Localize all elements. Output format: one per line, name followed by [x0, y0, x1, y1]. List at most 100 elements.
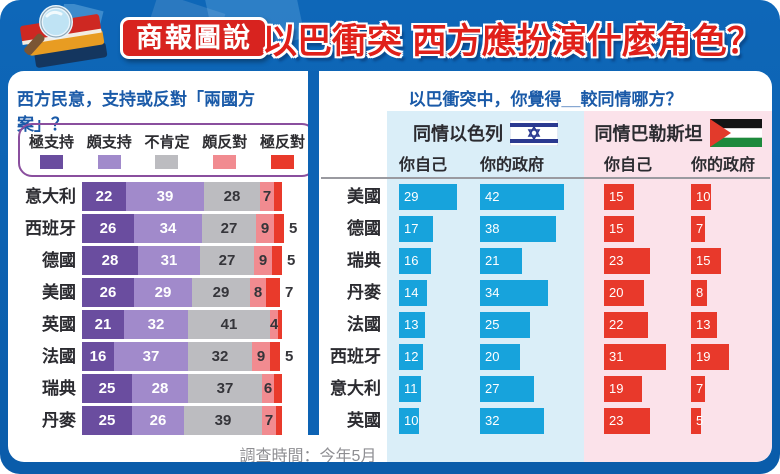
- palestine-govt-bar: 19: [691, 344, 729, 370]
- bar-segment: 16: [82, 342, 114, 371]
- legend-item: 頗支持: [87, 131, 132, 169]
- israel-govt-bar: 32: [480, 408, 544, 434]
- header: 商報圖說 以巴衝突 西方應扮演什麼角色？: [0, 0, 780, 72]
- bar-segment: 31: [138, 246, 200, 275]
- palestine-govt-bar: 7: [691, 216, 705, 242]
- bar-segment: 4: [270, 310, 278, 339]
- legend-swatch: [270, 155, 294, 169]
- grouped-bar-row: 美國 29 42 15 10: [319, 184, 772, 210]
- legend-swatch: [155, 155, 179, 169]
- bar-segment: [276, 406, 282, 435]
- israel-group-label: 同情以色列: [413, 124, 503, 144]
- stacked-bar: 22 39 28 7: [82, 182, 304, 211]
- survey-note: 調查時間：今年5月: [239, 448, 377, 462]
- bar-outside-label: 7: [285, 284, 294, 301]
- stacked-bar-row: 德國 28 31 27 9 5: [8, 246, 308, 275]
- palestine-govt-bar: 15: [691, 248, 721, 274]
- country-label: 法國: [347, 315, 381, 334]
- stacked-bar-row: 英國 21 32 41 4: [8, 310, 308, 339]
- stacked-bar-row: 意大利 22 39 28 7: [8, 182, 308, 211]
- bar-segment: [266, 278, 280, 307]
- israel-govt-bar: 27: [480, 376, 534, 402]
- bar-segment: 26: [132, 406, 184, 435]
- country-label: 德國: [347, 219, 381, 238]
- palestine-self-bar: 19: [604, 376, 642, 402]
- palestine-self-bar: 31: [604, 344, 666, 370]
- column-header-self: 你自己: [604, 157, 653, 174]
- palestine-govt-bar: 5: [691, 408, 703, 434]
- palestine-govt-bar: 8: [691, 280, 707, 306]
- column-header-government: 你的政府: [691, 157, 756, 174]
- bar-segment: 26: [82, 214, 134, 243]
- grouped-bar-row: 意大利 11 27 19 7: [319, 376, 772, 402]
- bar-segment: 34: [134, 214, 202, 243]
- bar-segment: 28: [132, 374, 188, 403]
- column-header-government: 你的政府: [480, 157, 545, 174]
- content-area: 西方民意，支持或反對「兩國方案」？ 極支持 頗支持 不肯定 頗反對 極反對 意大…: [8, 71, 772, 462]
- grouped-bar-row: 法國 13 25 22 13: [319, 312, 772, 338]
- bar-segment: 28: [82, 246, 138, 275]
- bar-segment: 7: [260, 182, 274, 211]
- stacked-bar-row: 丹麥 25 26 39 7: [8, 406, 308, 435]
- bar-segment: 27: [202, 214, 256, 243]
- bar-segment: 9: [252, 342, 270, 371]
- stacked-bar: 26 29 29 8 7: [82, 278, 304, 307]
- bar-segment: 28: [204, 182, 260, 211]
- bar-segment: 39: [126, 182, 204, 211]
- legend-label: 極支持: [29, 134, 75, 151]
- stacked-bar-row: 法國 16 37 32 9 5: [8, 342, 308, 371]
- stacked-bar: 28 31 27 9 5: [82, 246, 304, 275]
- panel-divider: [308, 71, 319, 435]
- bar-segment: 9: [254, 246, 272, 275]
- stacked-bar: 25 26 39 7: [82, 406, 304, 435]
- legend-swatch: [40, 155, 63, 169]
- stacked-bar-row: 西班牙 26 34 27 9 5: [8, 214, 308, 243]
- bar-outside-label: 5: [285, 348, 294, 365]
- palestine-group-label: 同情巴勒斯坦: [594, 124, 703, 144]
- grouped-bar-row: 西班牙 12 20 31 19: [319, 344, 772, 370]
- bar-segment: 37: [114, 342, 188, 371]
- legend-swatch: [213, 155, 237, 169]
- legend-label: 不肯定: [144, 134, 190, 151]
- country-label: 德國: [42, 251, 76, 270]
- palestine-flag-icon: [709, 119, 762, 147]
- legend-label: 頗支持: [86, 134, 132, 151]
- stacked-bar-row: 美國 26 29 29 8 7: [8, 278, 308, 307]
- bar-segment: 25: [82, 374, 132, 403]
- two-state-opinion-chart: 西方民意，支持或反對「兩國方案」？ 極支持 頗支持 不肯定 頗反對 極反對 意大…: [8, 71, 316, 462]
- stacked-bar: 26 34 27 9 5: [82, 214, 304, 243]
- legend-label: 極反對: [259, 134, 305, 151]
- country-label: 西班牙: [330, 347, 381, 366]
- israel-govt-bar: 38: [480, 216, 556, 242]
- country-label: 英國: [42, 315, 76, 334]
- country-label: 瑞典: [347, 251, 381, 270]
- bar-segment: 29: [134, 278, 192, 307]
- bar-segment: 7: [262, 406, 276, 435]
- palestine-self-bar: 20: [604, 280, 644, 306]
- israel-govt-bar: 34: [480, 280, 548, 306]
- legend: 極支持 頗支持 不肯定 頗反對 極反對: [18, 123, 316, 177]
- grouped-bar-row: 瑞典 16 21 23 15: [319, 248, 772, 274]
- page-title: 以巴衝突 西方應扮演什麼角色？: [262, 22, 762, 61]
- grouped-bar-row: 丹麥 14 34 20 8: [319, 280, 772, 306]
- bar-segment: [274, 182, 282, 211]
- stacked-bar-row: 瑞典 25 28 37 6: [8, 374, 308, 403]
- bar-segment: 32: [188, 342, 252, 371]
- palestine-self-bar: 23: [604, 408, 650, 434]
- bar-segment: 6: [262, 374, 274, 403]
- bar-segment: 29: [192, 278, 250, 307]
- country-label: 意大利: [25, 187, 76, 206]
- bar-segment: 39: [184, 406, 262, 435]
- country-label: 美國: [347, 187, 381, 206]
- legend-item: 極反對: [260, 131, 305, 169]
- israel-self-bar: 10: [399, 408, 419, 434]
- israel-govt-bar: 42: [480, 184, 564, 210]
- books-magnifier-logo-icon: [20, 4, 108, 68]
- country-label: 瑞典: [42, 379, 76, 398]
- israel-self-bar: 16: [399, 248, 431, 274]
- palestine-self-bar: 23: [604, 248, 650, 274]
- bar-segment: [274, 214, 284, 243]
- country-label: 法國: [42, 347, 76, 366]
- bar-segment: [270, 342, 280, 371]
